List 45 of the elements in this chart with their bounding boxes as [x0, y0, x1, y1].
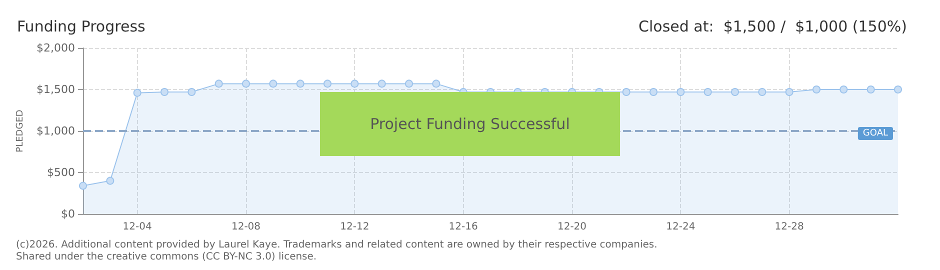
- x-tick-label: 12-08: [231, 222, 261, 232]
- x-tick-label: 12-28: [774, 222, 804, 232]
- point: [731, 88, 739, 96]
- ref-line-label: GOAL: [862, 128, 888, 138]
- banner-box: Project Funding Successful: [320, 92, 620, 156]
- point: [242, 80, 250, 88]
- point: [840, 86, 848, 94]
- x-tick-label: 12-12: [340, 222, 370, 232]
- x-tick-label: 12-04: [122, 222, 152, 232]
- y-axis-title: PLEDGED: [16, 110, 26, 152]
- point: [160, 88, 168, 96]
- point: [622, 88, 630, 96]
- point: [758, 88, 766, 96]
- point: [704, 88, 712, 96]
- point: [676, 88, 685, 96]
- point: [432, 80, 440, 88]
- chart-title: Funding Progress: [17, 18, 146, 36]
- point: [133, 88, 142, 97]
- point: [378, 80, 386, 88]
- y-tick-label: $0: [61, 208, 75, 220]
- point: [79, 182, 87, 190]
- point: [405, 80, 413, 88]
- x-tick-label: 12-24: [666, 222, 696, 232]
- text: (c)2026. Additional content provided by Laurel Kaye. Trademarks and related content are owned by their respective companies.: [16, 240, 658, 250]
- annotation: Project Funding Successful: [370, 115, 570, 133]
- point: [324, 80, 332, 88]
- point: [350, 80, 359, 88]
- point: [650, 88, 658, 96]
- point: [188, 88, 196, 96]
- point: [214, 80, 223, 88]
- y-tick-label: $1,000: [36, 124, 75, 138]
- point: [866, 86, 875, 94]
- y-tick-label: $500: [47, 166, 75, 179]
- point: [894, 86, 902, 94]
- point: [785, 88, 794, 96]
- point: [106, 176, 114, 185]
- y-tick-label: $2,000: [36, 42, 75, 54]
- x-tick-label: 12-20: [557, 222, 587, 232]
- text: Shared under the creative commons (CC BY-NC 3.0) license.: [16, 252, 317, 262]
- point: [296, 80, 304, 88]
- chart-subtitle: Closed at: $1,500 / $1,000 (150%): [638, 18, 907, 36]
- x-tick-label: 12-16: [448, 222, 478, 232]
- point: [812, 86, 820, 94]
- point: [269, 80, 278, 88]
- y-tick-label: $1,500: [36, 83, 75, 96]
